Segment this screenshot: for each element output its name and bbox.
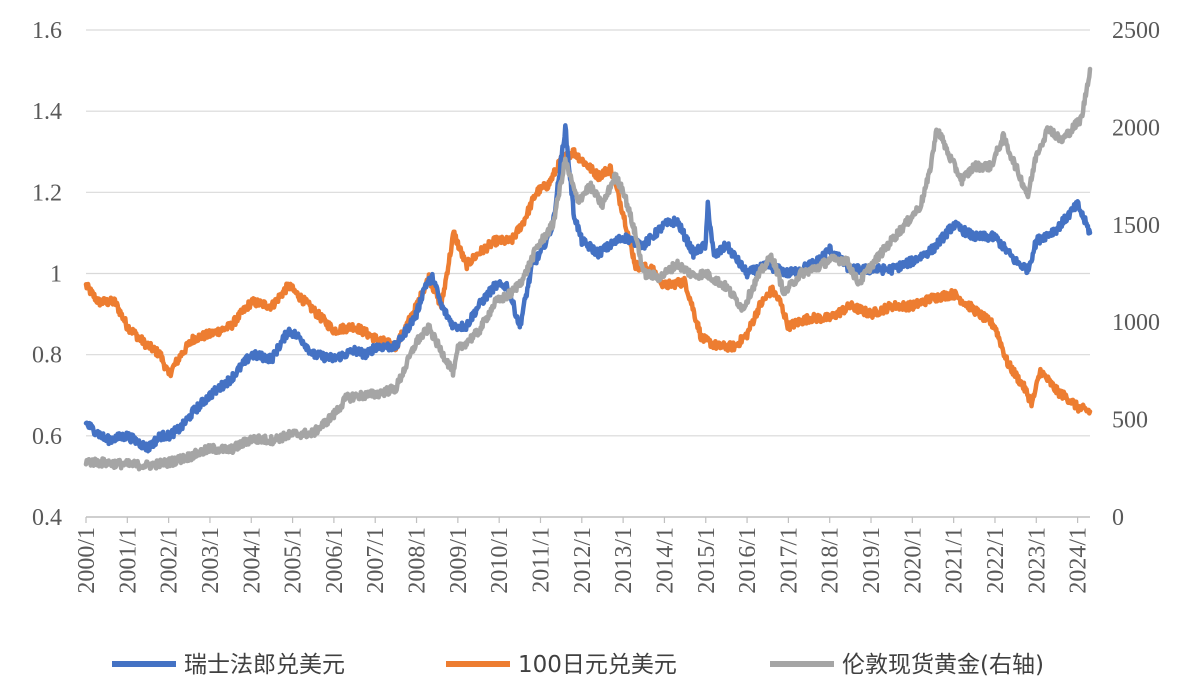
y-left-tick-label: 1.6 (32, 18, 62, 44)
y-left-tick-label: 1 (50, 262, 62, 288)
x-tick-label: 2014/1 (652, 527, 678, 594)
y-right-tick-label: 0 (1112, 505, 1124, 531)
x-tick-label: 2024/1 (1066, 527, 1092, 594)
x-tick-label: 2007/1 (363, 527, 389, 594)
legend-label-1: 100日元兑美元 (518, 652, 677, 678)
y-left-tick-label: 0.6 (32, 424, 62, 450)
x-tick-label: 2013/1 (611, 527, 637, 594)
x-tick-label: 2015/1 (694, 527, 720, 594)
series-line-1 (83, 147, 1093, 416)
x-tick-label: 2006/1 (322, 527, 348, 594)
x-tick-label: 2010/1 (487, 527, 513, 594)
series-line-2 (83, 66, 1093, 472)
y-right-tick-label: 2000 (1112, 115, 1160, 141)
x-tick-label: 2012/1 (570, 527, 596, 594)
x-tick-label: 2011/1 (528, 527, 554, 593)
x-tick-label: 2000/1 (74, 527, 100, 594)
series-line-0 (83, 123, 1093, 454)
x-tick-label: 2019/1 (859, 527, 885, 594)
y-left-tick-label: 1.4 (32, 99, 62, 125)
y-axis-left: 0.4 0.6 0.8 1 1.2 1.4 1.6 (32, 18, 62, 531)
x-axis: 2000/1 2001/1 2002/1 2003/1 2004/1 2005/1 2006… (74, 516, 1092, 594)
y-left-tick-label: 1.2 (32, 180, 62, 206)
x-tick-label: 2021/1 (942, 527, 968, 594)
y-right-tick-label: 2500 (1112, 18, 1160, 44)
legend: 瑞士法郎兑美元 100日元兑美元 伦敦现货黄金(右轴) (112, 652, 1044, 678)
series-lines (83, 66, 1093, 472)
legend-label-0: 瑞士法郎兑美元 (184, 652, 345, 678)
x-tick-label: 2016/1 (735, 527, 761, 594)
x-tick-label: 2001/1 (115, 527, 141, 594)
x-tick-label: 2003/1 (198, 527, 224, 594)
x-tick-label: 2005/1 (281, 527, 307, 594)
y-right-tick-label: 1500 (1112, 213, 1160, 239)
x-tick-label: 2004/1 (239, 527, 265, 594)
x-tick-label: 2008/1 (405, 527, 431, 594)
x-tick-label: 2022/1 (983, 527, 1009, 594)
x-tick-label: 2020/1 (900, 527, 926, 594)
y-left-tick-label: 0.8 (32, 343, 62, 369)
x-tick-label: 2002/1 (157, 527, 183, 594)
x-tick-label: 2018/1 (818, 527, 844, 594)
x-tick-label: 2009/1 (446, 527, 472, 594)
x-tick-label: 2023/1 (1024, 527, 1050, 594)
y-axis-right: 0 500 1000 1500 2000 2500 (1112, 18, 1160, 531)
legend-label-2: 伦敦现货黄金(右轴) (842, 652, 1044, 678)
y-left-tick-label: 0.4 (32, 505, 62, 531)
x-tick-label: 2017/1 (776, 527, 802, 594)
y-right-tick-label: 1000 (1112, 310, 1160, 336)
y-right-tick-label: 500 (1112, 408, 1148, 434)
